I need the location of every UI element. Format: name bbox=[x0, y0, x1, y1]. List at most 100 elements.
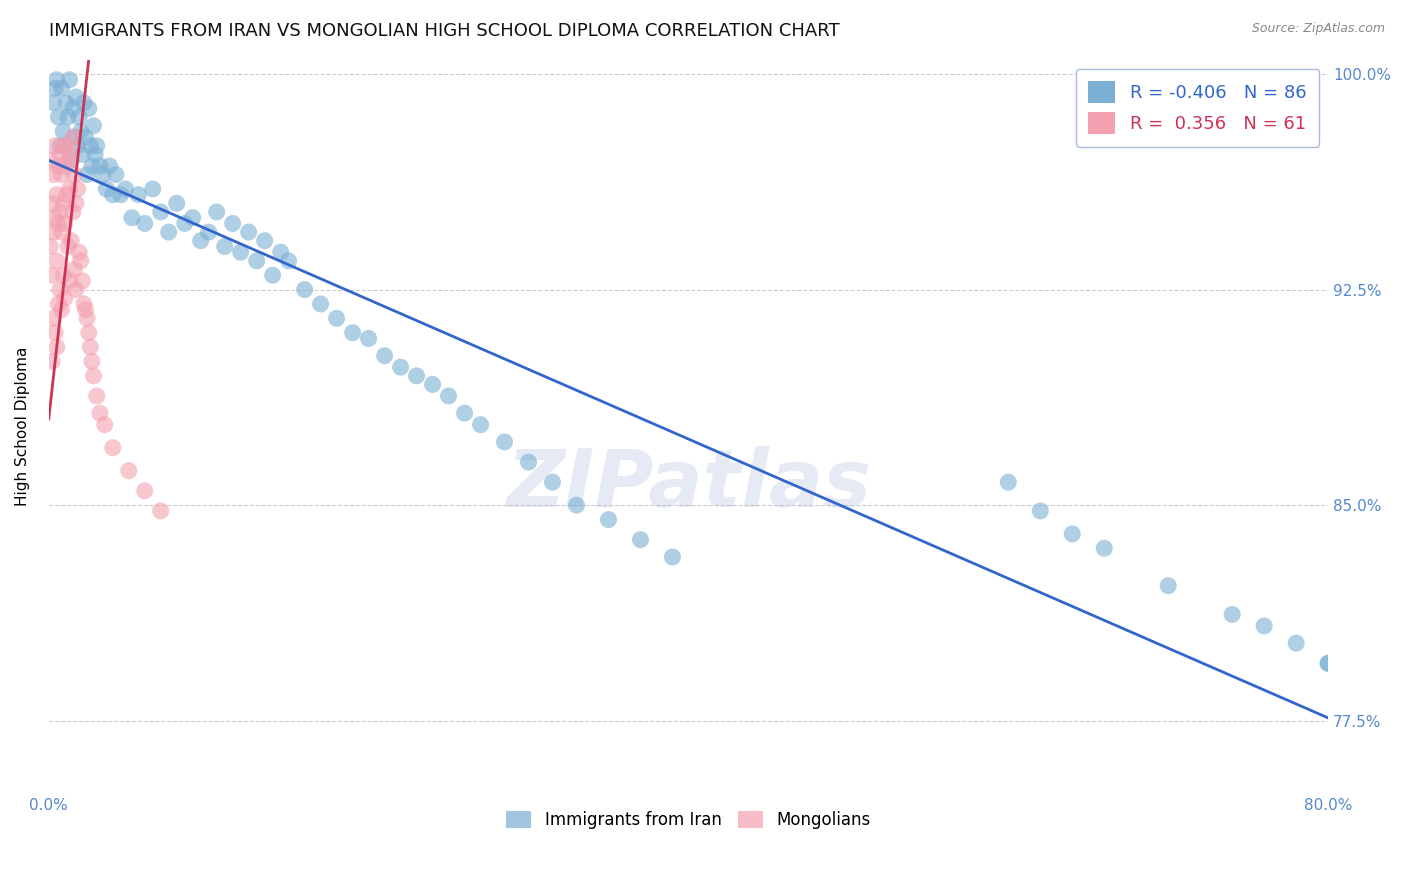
Point bbox=[44, 211, 66, 225]
Point bbox=[114, 182, 136, 196]
Point bbox=[49, 138, 72, 153]
Point bbox=[357, 331, 380, 345]
Point bbox=[190, 234, 212, 248]
Point bbox=[86, 389, 108, 403]
Point bbox=[46, 159, 69, 173]
Point bbox=[1220, 607, 1243, 622]
Point bbox=[60, 147, 83, 161]
Point bbox=[997, 475, 1019, 490]
Point bbox=[49, 147, 72, 161]
Point bbox=[1157, 579, 1180, 593]
Point bbox=[453, 406, 475, 420]
Point bbox=[494, 434, 516, 449]
Point bbox=[181, 211, 204, 225]
Point bbox=[42, 95, 65, 110]
Point bbox=[41, 354, 63, 368]
Point bbox=[470, 417, 492, 432]
Point bbox=[55, 187, 77, 202]
Point bbox=[53, 291, 76, 305]
Point bbox=[51, 225, 73, 239]
Point bbox=[80, 159, 103, 173]
Point bbox=[44, 138, 66, 153]
Point bbox=[89, 159, 111, 173]
Point bbox=[101, 441, 124, 455]
Point bbox=[422, 377, 444, 392]
Point bbox=[229, 245, 252, 260]
Point bbox=[374, 349, 396, 363]
Point bbox=[1029, 504, 1052, 518]
Point bbox=[104, 168, 127, 182]
Point bbox=[53, 159, 76, 173]
Point bbox=[46, 297, 69, 311]
Point bbox=[53, 138, 76, 153]
Point bbox=[52, 268, 75, 283]
Point bbox=[598, 512, 620, 526]
Point bbox=[253, 234, 276, 248]
Point bbox=[52, 124, 75, 138]
Y-axis label: High School Diploma: High School Diploma bbox=[15, 346, 30, 506]
Point bbox=[51, 302, 73, 317]
Point bbox=[67, 245, 90, 260]
Point bbox=[134, 483, 156, 498]
Point bbox=[53, 217, 76, 231]
Point bbox=[325, 311, 347, 326]
Point bbox=[66, 182, 89, 196]
Point bbox=[62, 205, 84, 219]
Point bbox=[565, 498, 588, 512]
Point bbox=[44, 326, 66, 340]
Point bbox=[127, 187, 149, 202]
Point bbox=[83, 368, 105, 383]
Point bbox=[270, 245, 292, 260]
Point bbox=[1092, 541, 1115, 556]
Point bbox=[342, 326, 364, 340]
Point bbox=[69, 253, 91, 268]
Point bbox=[65, 196, 87, 211]
Point bbox=[98, 159, 121, 173]
Point bbox=[661, 549, 683, 564]
Point bbox=[58, 274, 80, 288]
Point bbox=[45, 253, 67, 268]
Point bbox=[62, 130, 84, 145]
Point bbox=[149, 205, 172, 219]
Point bbox=[205, 205, 228, 219]
Point bbox=[405, 368, 427, 383]
Point bbox=[89, 406, 111, 420]
Point bbox=[221, 217, 243, 231]
Point bbox=[294, 283, 316, 297]
Point bbox=[42, 225, 65, 239]
Point bbox=[52, 138, 75, 153]
Point bbox=[79, 340, 101, 354]
Point bbox=[46, 217, 69, 231]
Point bbox=[72, 274, 94, 288]
Point bbox=[118, 464, 141, 478]
Point bbox=[1253, 619, 1275, 633]
Point bbox=[65, 283, 87, 297]
Point bbox=[45, 187, 67, 202]
Point bbox=[166, 196, 188, 211]
Point bbox=[45, 72, 67, 87]
Point bbox=[60, 234, 83, 248]
Point bbox=[45, 340, 67, 354]
Point bbox=[56, 153, 79, 168]
Point bbox=[67, 110, 90, 124]
Point bbox=[41, 268, 63, 283]
Point bbox=[55, 138, 77, 153]
Text: IMMIGRANTS FROM IRAN VS MONGOLIAN HIGH SCHOOL DIPLOMA CORRELATION CHART: IMMIGRANTS FROM IRAN VS MONGOLIAN HIGH S… bbox=[49, 22, 839, 40]
Point bbox=[91, 168, 114, 182]
Point bbox=[84, 147, 107, 161]
Point bbox=[389, 360, 412, 375]
Point bbox=[76, 168, 98, 182]
Point bbox=[1285, 636, 1308, 650]
Point bbox=[63, 130, 86, 145]
Point bbox=[134, 217, 156, 231]
Point bbox=[262, 268, 284, 283]
Point bbox=[197, 225, 219, 239]
Point bbox=[51, 81, 73, 95]
Point bbox=[72, 147, 94, 161]
Point bbox=[238, 225, 260, 239]
Point bbox=[142, 182, 165, 196]
Point bbox=[173, 217, 195, 231]
Point bbox=[41, 196, 63, 211]
Point bbox=[75, 130, 97, 145]
Point bbox=[110, 187, 132, 202]
